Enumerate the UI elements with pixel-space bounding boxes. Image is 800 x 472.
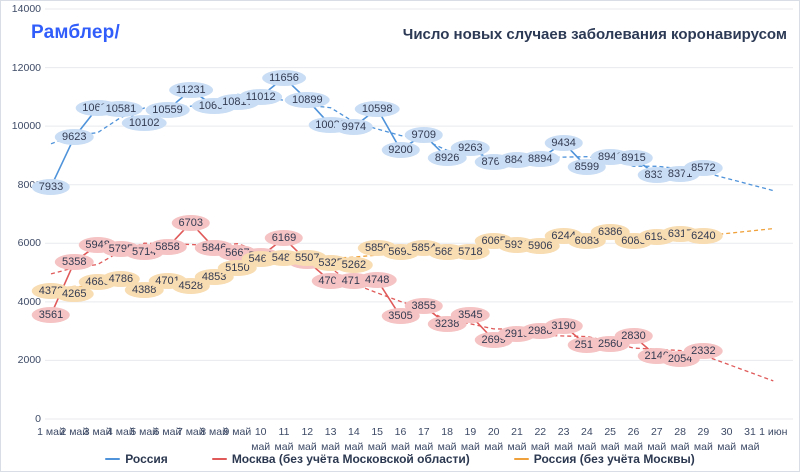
x-axis-tick-label: 10 май xyxy=(251,426,271,453)
data-point-label: 9974 xyxy=(334,118,374,135)
x-axis-tick-label: 17 май xyxy=(414,426,434,453)
x-axis-tick-label: 15 май xyxy=(367,426,387,453)
y-axis-tick-label: 4000 xyxy=(17,295,41,308)
legend-line-swatch xyxy=(105,458,121,460)
data-point-label: 5358 xyxy=(55,254,94,271)
x-axis-tick-label: 19 май xyxy=(460,426,480,453)
data-point-label: 4748 xyxy=(357,271,397,288)
legend-label: Россия xyxy=(125,452,168,466)
data-point-label: 5858 xyxy=(148,239,187,256)
legend-line-swatch xyxy=(211,458,227,460)
chart-title: Число новых случаев заболевания коронави… xyxy=(402,26,787,43)
y-axis-tick-label: 14000 xyxy=(11,3,41,15)
x-axis-tick-label: 30 май xyxy=(717,426,737,453)
data-point-label: 3190 xyxy=(544,317,583,334)
x-axis-tick-label: 13 май xyxy=(321,426,341,453)
x-axis-tick-label: 16 май xyxy=(391,426,410,453)
data-point-label: 7933 xyxy=(31,178,71,195)
x-axis-tick-label: 22 май xyxy=(530,426,550,453)
data-point-label: 8894 xyxy=(521,150,560,167)
x-axis-tick-label: 12 май xyxy=(297,426,317,453)
x-axis-tick-label: 23 май xyxy=(554,426,574,453)
data-point-label: 9200 xyxy=(381,141,420,158)
x-axis-tick-label: 25 май xyxy=(600,426,620,453)
data-point-label: 5718 xyxy=(451,243,490,260)
x-axis-tick-label: 11 май xyxy=(274,426,294,453)
data-point-label: 11656 xyxy=(262,69,306,86)
data-point-label: 6169 xyxy=(264,230,304,247)
data-point-label: 10102 xyxy=(121,115,167,132)
rambler-logo[interactable]: Рамблер/ xyxy=(31,22,120,43)
y-axis-tick-label: 10000 xyxy=(11,120,41,133)
data-point-label: 6240 xyxy=(684,228,723,245)
x-axis-tick-label: 9 май xyxy=(223,426,252,438)
x-axis-tick-label: 1 май xyxy=(37,426,65,438)
y-axis-tick-label: 0 xyxy=(35,413,41,425)
data-point-label: 11012 xyxy=(238,88,283,105)
x-axis-tick-label: 18 май xyxy=(437,426,457,453)
data-point-label: 8915 xyxy=(614,149,653,166)
data-point-label: 9709 xyxy=(404,126,444,143)
data-point-label: 2830 xyxy=(614,328,653,345)
legend-item: Россия (без учёта Москвы) xyxy=(513,452,695,466)
legend-label: Москва (без учёта Московской области) xyxy=(231,452,470,466)
x-axis-tick-label: 29 май xyxy=(693,426,713,453)
x-axis-tick-label: 31 май xyxy=(740,426,760,453)
data-point-label: 8599 xyxy=(567,159,607,176)
data-point-label: 3855 xyxy=(404,298,444,315)
data-point-label: 9263 xyxy=(451,139,490,156)
data-point-label: 10559 xyxy=(145,101,190,118)
x-axis-tick-label: 2 май xyxy=(60,426,89,438)
data-point-label: 2332 xyxy=(684,342,723,359)
x-axis-tick-label: 14 май xyxy=(344,426,364,453)
legend-item: Москва (без учёта Московской области) xyxy=(211,452,470,466)
data-point-label: 10598 xyxy=(354,100,400,117)
x-axis-tick-label: 3 май xyxy=(83,426,112,438)
data-point-label: 3545 xyxy=(451,307,490,324)
x-axis-tick-label: 8 май xyxy=(200,426,228,438)
y-axis-tick-label: 12000 xyxy=(11,61,41,74)
legend-label: Россия (без учёта Москвы) xyxy=(533,452,695,466)
data-point-label: 3561 xyxy=(31,306,71,323)
x-axis-tick-label: 26 май xyxy=(624,426,643,453)
data-point-label: 9434 xyxy=(544,134,583,151)
data-point-label: 4265 xyxy=(55,286,94,303)
data-point-label: 8572 xyxy=(684,159,723,176)
x-axis-tick-label: 27 май xyxy=(647,426,667,453)
x-axis-tick-label: 20 май xyxy=(484,426,504,453)
y-axis-tick-label: 2000 xyxy=(17,354,41,367)
x-axis-tick-label: 6 май xyxy=(153,426,182,438)
data-point-label: 3505 xyxy=(381,308,420,325)
x-axis-tick-label: 21 май xyxy=(507,426,527,453)
series-line xyxy=(50,76,704,188)
data-point-label: 10581 xyxy=(98,101,144,118)
x-axis-tick-label: 24 май xyxy=(577,426,597,453)
legend-line-swatch xyxy=(513,458,529,460)
data-point-label: 5262 xyxy=(334,256,374,273)
x-axis-tick-label: 7 май xyxy=(176,426,205,438)
x-axis-tick-label: 5 май xyxy=(130,426,159,438)
legend: Россия Москва (без учёта Московской облас… xyxy=(1,449,799,469)
x-axis-tick-label: 4 май xyxy=(107,426,135,438)
legend-item: Россия xyxy=(105,452,168,466)
data-point-label: 9623 xyxy=(55,129,94,146)
data-point-label: 11231 xyxy=(168,82,213,99)
data-point-label: 4786 xyxy=(101,270,141,287)
data-point-label: 10899 xyxy=(285,91,330,108)
x-axis-tick-label: 28 май xyxy=(670,426,690,453)
y-axis-tick-label: 6000 xyxy=(17,237,41,250)
x-axis-tick-label: 1 июн xyxy=(759,426,788,438)
data-point-label: 6703 xyxy=(171,214,211,231)
